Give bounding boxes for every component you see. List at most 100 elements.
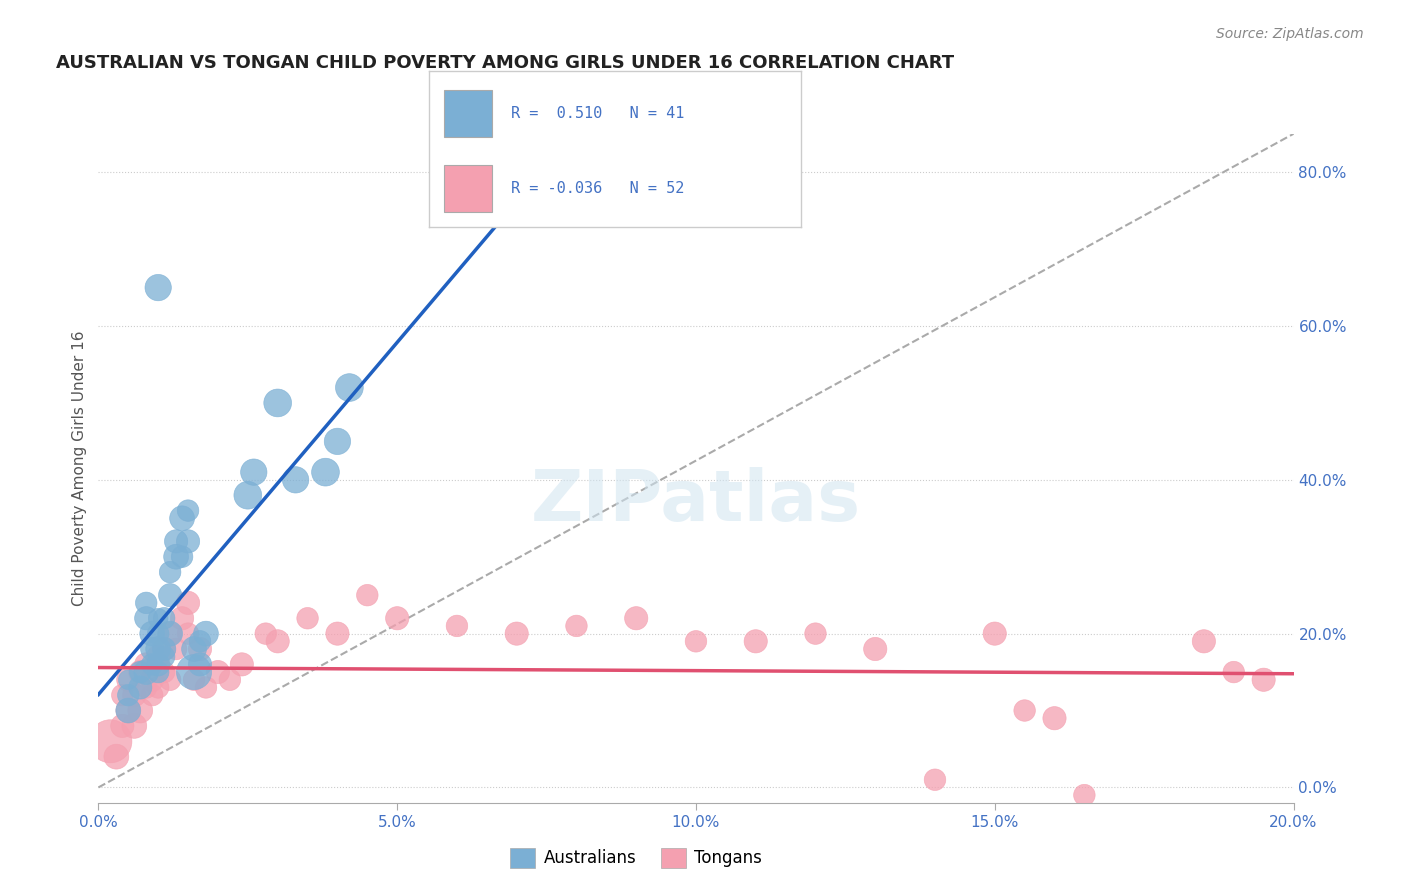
Point	[195, 626, 218, 640]
Point	[141, 657, 163, 672]
Point	[172, 549, 194, 564]
Point	[188, 634, 211, 648]
Point	[183, 642, 205, 657]
Point	[1043, 711, 1066, 725]
Point	[1253, 673, 1275, 687]
Point	[1014, 704, 1036, 718]
Point	[165, 534, 187, 549]
Point	[183, 673, 205, 687]
Point	[100, 734, 122, 748]
Point	[267, 396, 290, 410]
Text: Source: ZipAtlas.com: Source: ZipAtlas.com	[1216, 27, 1364, 41]
Point	[148, 681, 170, 695]
Point	[159, 626, 181, 640]
Point	[804, 626, 827, 640]
Point	[1223, 665, 1246, 679]
Point	[685, 634, 707, 648]
Point	[141, 673, 163, 687]
Point	[315, 465, 337, 479]
Point	[148, 657, 170, 672]
Point	[219, 673, 242, 687]
FancyBboxPatch shape	[444, 165, 492, 212]
Point	[506, 626, 529, 640]
Point	[148, 626, 170, 640]
Point	[177, 596, 200, 610]
Point	[172, 611, 194, 625]
Point	[172, 511, 194, 525]
Point	[236, 488, 259, 502]
Point	[284, 473, 307, 487]
Point	[148, 649, 170, 664]
Point	[177, 626, 200, 640]
Point	[385, 611, 409, 625]
Point	[339, 380, 360, 394]
Point	[105, 749, 128, 764]
Point	[129, 665, 152, 679]
Point	[446, 619, 468, 633]
Point	[356, 588, 378, 602]
Point	[153, 665, 176, 679]
Point	[111, 688, 134, 702]
Point	[231, 657, 253, 672]
Point	[124, 688, 146, 702]
Point	[1192, 634, 1215, 648]
Point	[195, 681, 218, 695]
Point	[141, 688, 163, 702]
Point	[165, 549, 187, 564]
Point	[159, 626, 181, 640]
Point	[117, 673, 139, 687]
Text: R = -0.036   N = 52: R = -0.036 N = 52	[510, 181, 685, 196]
Point	[865, 642, 887, 657]
Point	[153, 642, 176, 657]
Point	[159, 588, 181, 602]
Point	[141, 642, 163, 657]
Legend: Australians, Tongans: Australians, Tongans	[503, 841, 769, 875]
Point	[111, 719, 134, 733]
Point	[148, 665, 170, 679]
Text: AUSTRALIAN VS TONGAN CHILD POVERTY AMONG GIRLS UNDER 16 CORRELATION CHART: AUSTRALIAN VS TONGAN CHILD POVERTY AMONG…	[56, 54, 955, 71]
Point	[153, 649, 176, 664]
Point	[626, 611, 648, 625]
Text: ZIPatlas: ZIPatlas	[531, 467, 860, 536]
Point	[188, 642, 211, 657]
Point	[1073, 788, 1095, 802]
Point	[183, 665, 205, 679]
Point	[159, 673, 181, 687]
Point	[165, 642, 187, 657]
Point	[135, 681, 157, 695]
Point	[148, 611, 170, 625]
FancyBboxPatch shape	[444, 90, 492, 137]
Point	[326, 434, 349, 449]
Point	[326, 626, 349, 640]
Point	[129, 704, 152, 718]
Point	[135, 596, 157, 610]
Point	[254, 626, 277, 640]
Point	[207, 665, 229, 679]
Point	[745, 634, 768, 648]
Text: R =  0.510   N = 41: R = 0.510 N = 41	[510, 106, 685, 121]
Y-axis label: Child Poverty Among Girls Under 16: Child Poverty Among Girls Under 16	[72, 331, 87, 606]
Point	[243, 465, 266, 479]
Point	[297, 611, 319, 625]
Point	[148, 642, 170, 657]
Point	[129, 665, 152, 679]
Point	[135, 657, 157, 672]
Point	[135, 665, 157, 679]
Point	[153, 611, 176, 625]
Point	[188, 657, 211, 672]
Point	[565, 619, 588, 633]
Point	[117, 704, 139, 718]
Point	[267, 634, 290, 648]
Point	[135, 611, 157, 625]
Point	[984, 626, 1007, 640]
Point	[153, 642, 176, 657]
Point	[117, 704, 139, 718]
Point	[141, 626, 163, 640]
Point	[177, 503, 200, 517]
Point	[117, 673, 139, 687]
Point	[159, 565, 181, 579]
Point	[129, 681, 152, 695]
Point	[177, 534, 200, 549]
Point	[148, 280, 170, 294]
Point	[124, 719, 146, 733]
